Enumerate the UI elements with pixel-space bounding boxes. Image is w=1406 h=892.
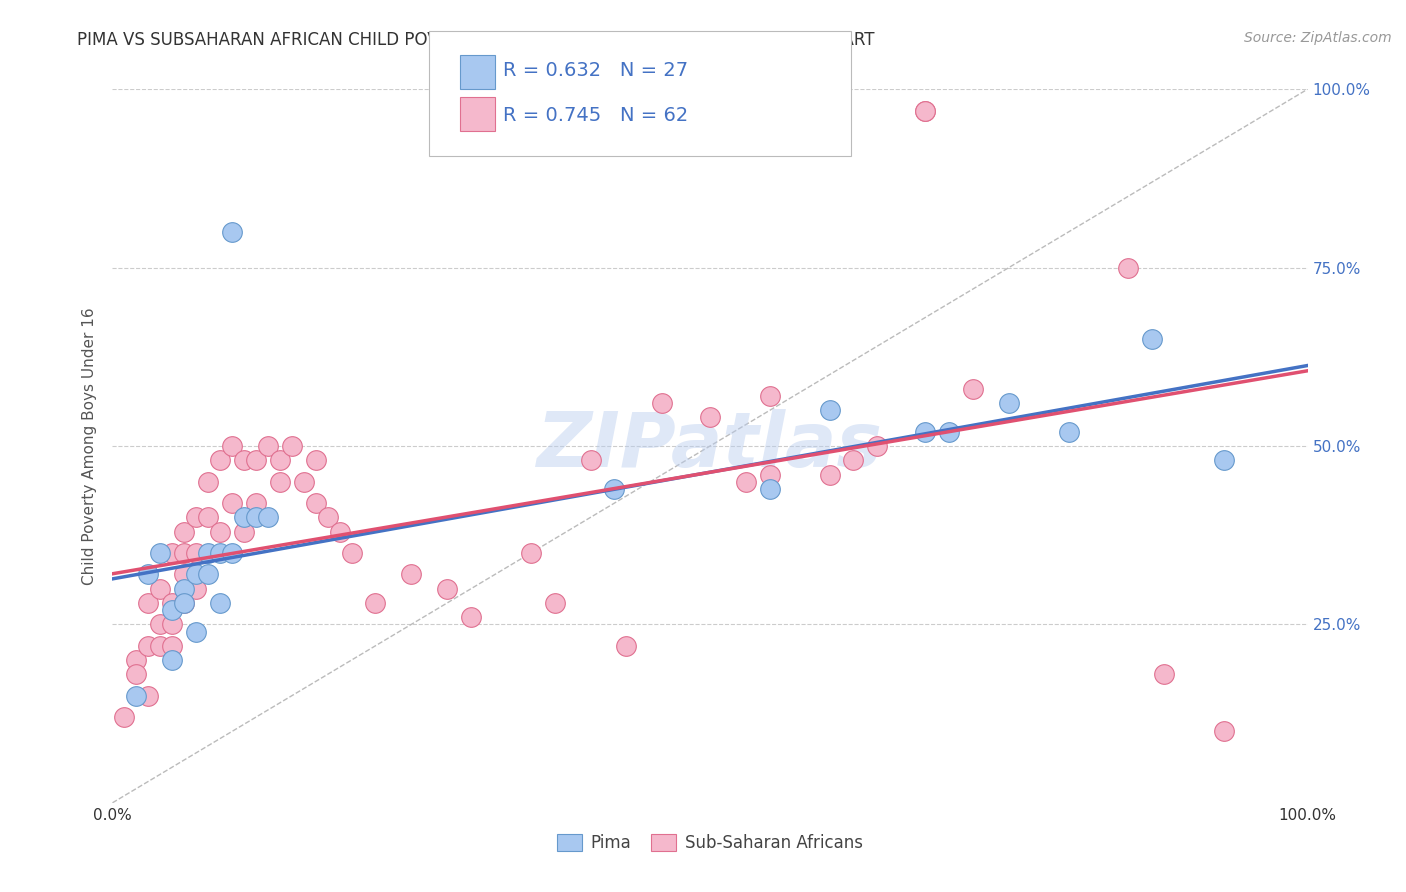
Point bbox=[233, 453, 256, 467]
Point bbox=[162, 546, 183, 560]
Text: Source: ZipAtlas.com: Source: ZipAtlas.com bbox=[1244, 31, 1392, 45]
Point bbox=[221, 546, 243, 560]
Point bbox=[818, 467, 841, 482]
Point bbox=[173, 596, 195, 610]
Point bbox=[603, 482, 626, 496]
Point bbox=[173, 524, 195, 539]
Point bbox=[543, 596, 565, 610]
Point bbox=[125, 689, 148, 703]
Text: PIMA VS SUBSAHARAN AFRICAN CHILD POVERTY AMONG BOYS UNDER 16 CORRELATION CHART: PIMA VS SUBSAHARAN AFRICAN CHILD POVERTY… bbox=[77, 31, 875, 49]
Point bbox=[914, 103, 936, 118]
Point bbox=[209, 524, 232, 539]
Point bbox=[257, 439, 280, 453]
Point bbox=[173, 596, 195, 610]
Point bbox=[818, 403, 841, 417]
Point bbox=[1142, 332, 1164, 346]
Point bbox=[162, 639, 183, 653]
Point bbox=[197, 510, 219, 524]
Point bbox=[149, 639, 172, 653]
Point bbox=[281, 439, 304, 453]
Point bbox=[1153, 667, 1175, 681]
Point bbox=[162, 617, 183, 632]
Text: R = 0.745   N = 62: R = 0.745 N = 62 bbox=[503, 105, 689, 125]
Point bbox=[616, 639, 638, 653]
Point bbox=[866, 439, 889, 453]
Point bbox=[364, 596, 387, 610]
Point bbox=[138, 596, 160, 610]
Text: R = 0.632   N = 27: R = 0.632 N = 27 bbox=[503, 61, 689, 80]
Point bbox=[938, 425, 960, 439]
Point bbox=[962, 382, 984, 396]
Point bbox=[186, 582, 208, 596]
Point bbox=[340, 546, 363, 560]
Point bbox=[162, 596, 183, 610]
Point bbox=[269, 475, 291, 489]
Point bbox=[1057, 425, 1080, 439]
Point bbox=[162, 603, 183, 617]
Point bbox=[138, 689, 160, 703]
Point bbox=[842, 453, 865, 467]
Point bbox=[1213, 453, 1236, 467]
Point bbox=[173, 567, 195, 582]
Point bbox=[401, 567, 423, 582]
Point bbox=[998, 396, 1021, 410]
Point bbox=[699, 410, 721, 425]
Point bbox=[186, 567, 208, 582]
Point bbox=[245, 496, 267, 510]
Text: ZIPatlas: ZIPatlas bbox=[537, 409, 883, 483]
Point bbox=[233, 510, 256, 524]
Point bbox=[759, 467, 782, 482]
Point bbox=[651, 396, 673, 410]
Point bbox=[138, 639, 160, 653]
Point bbox=[209, 596, 232, 610]
Point bbox=[292, 475, 315, 489]
Point bbox=[245, 453, 267, 467]
Point bbox=[149, 617, 172, 632]
Point bbox=[735, 475, 758, 489]
Point bbox=[221, 439, 243, 453]
Point bbox=[221, 225, 243, 239]
Point bbox=[520, 546, 543, 560]
Point bbox=[138, 567, 160, 582]
Point bbox=[173, 546, 195, 560]
Point bbox=[209, 546, 232, 560]
Point bbox=[125, 667, 148, 681]
Point bbox=[125, 653, 148, 667]
Point bbox=[1213, 724, 1236, 739]
Point bbox=[197, 475, 219, 489]
Point bbox=[269, 453, 291, 467]
Point bbox=[186, 510, 208, 524]
Point bbox=[316, 510, 339, 524]
Point bbox=[209, 453, 232, 467]
Point bbox=[173, 582, 195, 596]
Point bbox=[914, 103, 936, 118]
Point bbox=[233, 524, 256, 539]
Point bbox=[305, 496, 328, 510]
Legend: Pima, Sub-Saharan Africans: Pima, Sub-Saharan Africans bbox=[551, 827, 869, 859]
Y-axis label: Child Poverty Among Boys Under 16: Child Poverty Among Boys Under 16 bbox=[82, 307, 97, 585]
Point bbox=[245, 510, 267, 524]
Point bbox=[197, 567, 219, 582]
Point bbox=[197, 546, 219, 560]
Point bbox=[1118, 260, 1140, 275]
Point bbox=[114, 710, 135, 724]
Point bbox=[162, 653, 183, 667]
Point bbox=[305, 453, 328, 467]
Point bbox=[149, 582, 172, 596]
Point bbox=[186, 546, 208, 560]
Point bbox=[257, 510, 280, 524]
Point bbox=[149, 546, 172, 560]
Point bbox=[579, 453, 602, 467]
Point bbox=[914, 425, 936, 439]
Point bbox=[329, 524, 352, 539]
Point bbox=[221, 496, 243, 510]
Point bbox=[759, 482, 782, 496]
Point bbox=[186, 624, 208, 639]
Point bbox=[759, 389, 782, 403]
Point bbox=[460, 610, 482, 624]
Point bbox=[436, 582, 458, 596]
